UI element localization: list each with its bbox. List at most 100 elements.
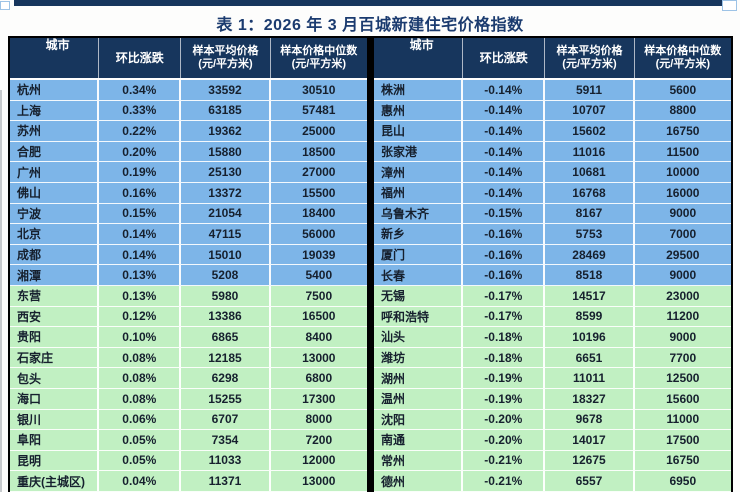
cell-change: -0.14% xyxy=(463,80,546,100)
cell-city: 汕头 xyxy=(374,327,464,347)
cell-avg: 8518 xyxy=(545,265,635,285)
cell-change: 0.20% xyxy=(99,141,182,162)
cell-change: -0.14% xyxy=(463,182,546,203)
cell-avg: 8167 xyxy=(545,203,635,224)
cell-change: 0.15% xyxy=(99,203,182,224)
table-row: 沈阳 -0.20% 9678 11000 xyxy=(374,409,731,431)
cell-median: 7200 xyxy=(305,432,333,447)
cell-avg: 5753 xyxy=(545,224,635,244)
cell-avg: 11033 xyxy=(181,450,271,471)
table-row: 温州 -0.19% 18327 15600 xyxy=(374,388,731,410)
cell-median: 23000 xyxy=(666,288,700,303)
header-median-line1: 样本价格中位数 xyxy=(644,44,722,57)
table-row: 新乡 -0.16% 5753 7000 xyxy=(374,224,731,245)
cell-avg: 21054 xyxy=(181,203,271,224)
header-avg-line2: (元/平方米) xyxy=(198,58,253,70)
top-decoration-bar xyxy=(14,0,722,6)
cell-median: 12000 xyxy=(302,453,336,468)
cell-city: 银川 xyxy=(10,409,100,430)
cell-median: 27000 xyxy=(302,165,336,180)
cell-change: -0.17% xyxy=(463,306,546,327)
cell-median: 5600 xyxy=(669,82,697,97)
cell-change: 0.12% xyxy=(99,306,182,327)
cell-change: -0.16% xyxy=(463,265,546,285)
header-avg-price: 样本平均价格 (元/平方米) xyxy=(545,38,635,78)
cell-change: -0.15% xyxy=(463,203,546,224)
cell-city: 重庆(主城区) xyxy=(10,471,100,491)
cell-avg: 6865 xyxy=(181,327,271,347)
cell-avg: 6651 xyxy=(545,347,635,368)
table-row: 昆山 -0.14% 15602 16750 xyxy=(374,121,731,142)
table-row: 惠州 -0.14% 10707 8800 xyxy=(374,100,731,122)
table-row: 合肥 0.20% 15880 18500 xyxy=(10,141,367,163)
cell-avg: 16768 xyxy=(545,182,635,203)
table-row: 宁波 0.15% 21054 18400 xyxy=(10,203,367,225)
cell-city: 德州 xyxy=(374,471,464,491)
cell-median: 11500 xyxy=(666,144,700,159)
cell-city: 佛山 xyxy=(10,182,100,203)
top-left-handle xyxy=(0,1,10,10)
cell-median: 11200 xyxy=(666,309,700,324)
header-median-price: 样本价格中位数 (元/平方米) xyxy=(271,38,367,78)
table-row: 佛山 0.16% 13372 15500 xyxy=(10,182,367,204)
cell-avg: 15880 xyxy=(181,141,271,162)
cell-city: 北京 xyxy=(10,224,100,244)
table-row: 张家港 -0.14% 11016 11500 xyxy=(374,141,731,163)
cell-avg: 10681 xyxy=(545,162,635,182)
table-row: 德州 -0.21% 6557 6950 xyxy=(374,471,731,492)
cell-change: -0.14% xyxy=(463,100,546,121)
cell-city: 湘潭 xyxy=(10,265,100,285)
cell-median: 56000 xyxy=(302,226,336,241)
cell-change: 0.04% xyxy=(99,471,182,491)
table-row: 苏州 0.22% 19362 25000 xyxy=(10,121,367,142)
cell-change: 0.13% xyxy=(99,285,182,306)
table-row: 东营 0.13% 5980 7500 xyxy=(10,285,367,307)
cell-change: -0.19% xyxy=(463,388,546,409)
cell-change: 0.19% xyxy=(99,162,182,182)
cell-city: 东营 xyxy=(10,285,100,306)
cell-median: 17500 xyxy=(666,432,700,447)
cell-median: 13000 xyxy=(302,350,336,365)
table-row: 南通 -0.20% 14017 17500 xyxy=(374,430,731,451)
cell-change: 0.33% xyxy=(99,100,182,121)
table-row: 湘潭 0.13% 5208 5400 xyxy=(10,265,367,286)
cell-avg: 7354 xyxy=(181,430,271,450)
cell-median: 7000 xyxy=(669,226,697,241)
cell-median: 10000 xyxy=(666,165,700,180)
price-index-table: 城市 环比涨跌 样本平均价格 (元/平方米) 样本价格中位数 (元/平方米) 杭… xyxy=(8,36,733,492)
cell-median: 15500 xyxy=(302,185,336,200)
cell-city: 宁波 xyxy=(10,203,100,224)
table-header-row: 城市 环比涨跌 样本平均价格 (元/平方米) 样本价格中位数 (元/平方米) xyxy=(10,38,367,80)
cell-change: 0.14% xyxy=(99,224,182,244)
cell-city: 海口 xyxy=(10,388,100,409)
cell-city: 漳州 xyxy=(374,162,464,182)
cell-median: 13000 xyxy=(302,474,336,489)
cell-city: 常州 xyxy=(374,450,464,471)
table-row: 厦门 -0.16% 28469 29500 xyxy=(374,244,731,266)
header-city: 城市 xyxy=(374,38,464,78)
cell-change: -0.14% xyxy=(463,121,546,141)
cell-change: -0.17% xyxy=(463,285,546,306)
cell-median: 12500 xyxy=(666,371,700,386)
cell-change: 0.08% xyxy=(99,388,182,409)
cell-avg: 10707 xyxy=(545,100,635,121)
cell-change: -0.20% xyxy=(463,409,546,430)
table-left-half: 城市 环比涨跌 样本平均价格 (元/平方米) 样本价格中位数 (元/平方米) 杭… xyxy=(10,38,367,492)
cell-city: 阜阳 xyxy=(10,430,100,450)
cell-median: 29500 xyxy=(666,247,700,262)
table-row: 广州 0.19% 25130 27000 xyxy=(10,162,367,183)
cell-city: 合肥 xyxy=(10,141,100,162)
cell-median: 6950 xyxy=(669,474,697,489)
cell-city: 成都 xyxy=(10,244,100,265)
header-median-line1: 样本价格中位数 xyxy=(280,44,358,57)
cell-city: 包头 xyxy=(10,368,100,388)
cell-city: 乌鲁木齐 xyxy=(374,203,464,224)
cell-city: 昆山 xyxy=(374,121,464,141)
cell-median: 9000 xyxy=(669,206,697,221)
cell-change: -0.18% xyxy=(463,327,546,347)
cell-city: 南通 xyxy=(374,430,464,450)
cell-median: 8000 xyxy=(305,412,333,427)
cell-change: 0.08% xyxy=(99,368,182,388)
cell-change: 0.16% xyxy=(99,182,182,203)
cell-avg: 6707 xyxy=(181,409,271,430)
